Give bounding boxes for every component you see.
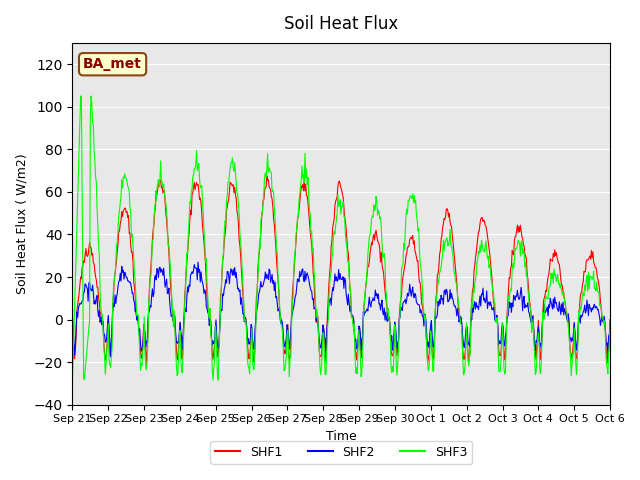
SHF3 bbox=[218, 286, 225, 291]
SHF2 bbox=[107, 354, 115, 360]
SHF2 bbox=[408, 288, 416, 294]
SHF3 bbox=[189, 173, 196, 179]
SHF2 bbox=[194, 259, 202, 265]
SHF1 bbox=[68, 312, 76, 318]
SHF1 bbox=[606, 317, 614, 323]
Title: Soil Heat Flux: Soil Heat Flux bbox=[284, 15, 398, 33]
SHF2 bbox=[424, 343, 431, 348]
SHF1 bbox=[78, 264, 86, 270]
X-axis label: Time: Time bbox=[326, 430, 356, 443]
Line: SHF3: SHF3 bbox=[72, 96, 610, 384]
SHF1 bbox=[263, 173, 271, 179]
Text: BA_met: BA_met bbox=[83, 57, 142, 71]
SHF2 bbox=[134, 321, 142, 326]
SHF1 bbox=[189, 190, 196, 196]
SHF3 bbox=[134, 312, 142, 318]
SHF2 bbox=[606, 317, 614, 323]
SHF1 bbox=[218, 287, 225, 293]
SHF1 bbox=[424, 360, 431, 365]
SHF3 bbox=[68, 381, 76, 386]
Line: SHF1: SHF1 bbox=[72, 176, 610, 364]
SHF3 bbox=[606, 317, 614, 323]
SHF2 bbox=[189, 271, 196, 276]
SHF2 bbox=[218, 308, 226, 313]
SHF3 bbox=[78, 188, 86, 193]
SHF2 bbox=[78, 298, 86, 304]
Legend: SHF1, SHF2, SHF3: SHF1, SHF2, SHF3 bbox=[210, 441, 472, 464]
SHF3 bbox=[407, 194, 415, 200]
SHF3 bbox=[423, 350, 431, 356]
SHF3 bbox=[87, 93, 95, 99]
SHF2 bbox=[68, 313, 76, 319]
Y-axis label: Soil Heat Flux ( W/m2): Soil Heat Flux ( W/m2) bbox=[15, 154, 28, 294]
Line: SHF2: SHF2 bbox=[72, 262, 610, 357]
SHF1 bbox=[408, 236, 416, 242]
SHF1 bbox=[134, 315, 141, 321]
SHF1 bbox=[143, 361, 150, 367]
